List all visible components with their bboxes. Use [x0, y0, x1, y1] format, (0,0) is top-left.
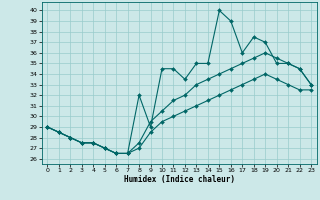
X-axis label: Humidex (Indice chaleur): Humidex (Indice chaleur) [124, 175, 235, 184]
